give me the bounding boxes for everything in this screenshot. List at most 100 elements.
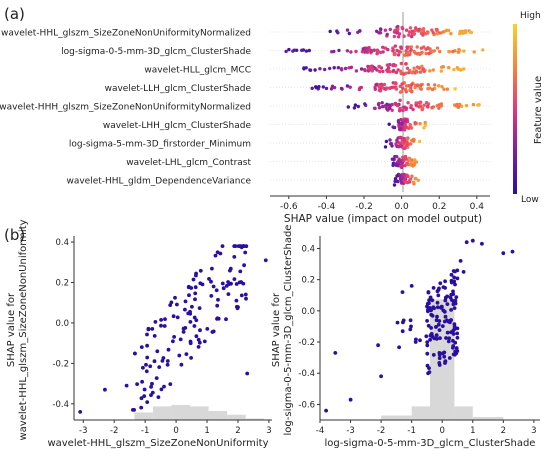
dependence-point [187,293,191,298]
shap-point [447,65,451,70]
shap-point [481,48,485,52]
dependence-point [445,302,450,306]
shap-point [349,65,354,70]
shap-point [412,49,416,54]
shap-point [430,28,434,32]
shap-point [420,64,424,69]
histogram-bar [171,404,191,420]
shap-point [394,142,398,146]
shap-point [406,50,411,55]
shap-point [434,27,439,32]
dependence-point [434,333,439,338]
shap-point [395,138,399,143]
shap-point [400,82,404,86]
dependence-point [78,410,83,414]
dependence-point [443,298,448,303]
dependence-point [226,292,231,296]
shap-point [356,104,360,109]
dependence-point [239,293,244,298]
dependence-point [169,300,174,305]
dependence-point [451,292,456,296]
dependence-point [145,400,150,404]
shap-point [439,69,443,73]
shap-summary-plot: wavelet-HHL_glszm_SizeZoneNonUniformityN… [0,12,490,225]
shap-point [405,66,410,71]
shap-point [420,106,425,111]
shap-point [358,86,362,90]
shap-point [363,102,367,106]
dependence-point [464,240,469,245]
shap-point [347,31,351,36]
shap-point [445,87,450,91]
shap-point [400,121,404,126]
shap-point [405,137,409,142]
shap-point [310,86,314,91]
dependence-point [263,258,268,263]
dependence-point [400,329,405,334]
x-tick-label: -2 [110,426,118,436]
dependence-point [447,336,452,341]
shap-point [418,70,423,74]
shap-point [401,155,405,159]
dependence-point [436,293,441,298]
histogram-bar [245,418,265,420]
shap-point [354,69,359,73]
dependence-point [168,382,173,386]
dependence-point [427,301,431,306]
shap-point [462,49,466,53]
shap-point [430,105,434,110]
shap-point [381,45,385,49]
shap-point [392,183,397,187]
dependence-point [232,244,237,249]
colorbar-high-label: High [520,11,541,21]
shap-point [390,157,395,161]
shap-point [386,47,390,52]
shap-point [391,48,395,52]
dependence-point [156,395,161,399]
shap-point [408,158,412,162]
dependence-point [455,349,460,353]
dependence-point [451,289,455,294]
dependence-point [428,337,432,342]
dependence-point [443,314,448,319]
shap-point [397,49,401,54]
shap-point [358,29,362,33]
dependence-point [428,333,433,338]
shap-point [409,163,413,167]
shap-point [425,31,430,35]
shap-point [323,67,327,72]
shap-point [368,64,373,69]
dependence-point [434,325,438,329]
dependence-point [215,303,220,308]
dependence-point [144,362,148,367]
shap-point [391,125,395,129]
shap-point [398,69,403,73]
feature-label: wavelet-LHL_glcm_Contrast [126,158,251,168]
shap-point [402,34,406,38]
dependence-point [376,343,380,348]
shap-point [423,120,427,125]
shap-point [438,49,442,54]
shap-point [393,179,397,184]
dependence-point [449,280,454,285]
dependence-point [229,281,233,286]
dependence-point [431,353,436,357]
shap-point [363,68,367,73]
shap-point [449,32,453,36]
dependence-point [451,344,456,348]
shap-point [395,174,399,178]
dependence-point [437,356,442,361]
dependence-point [144,369,149,374]
shap-point [408,26,413,30]
shap-point [388,27,392,32]
dependence-point [447,356,452,360]
shap-point [402,136,406,141]
shap-point [404,141,408,146]
shap-point [426,87,430,91]
histogram-bars [134,404,265,420]
dependence-point [184,352,189,356]
dependence-points [78,244,268,414]
x-tick-label: -2 [377,426,385,436]
x-tick-label: 2 [501,426,506,436]
dependence-point [434,337,439,341]
